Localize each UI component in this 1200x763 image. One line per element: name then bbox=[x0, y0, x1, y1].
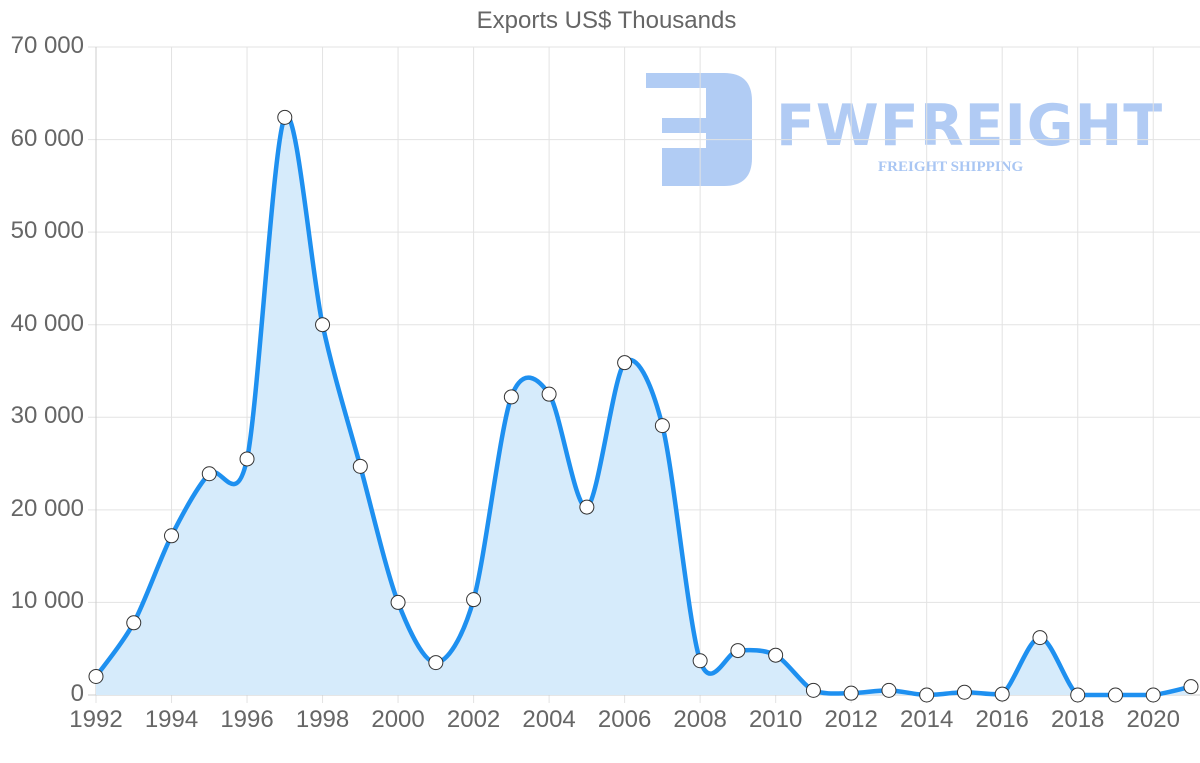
y-tick-label: 20 000 bbox=[10, 494, 84, 522]
x-tick-label: 2016 bbox=[975, 706, 1029, 733]
x-tick-label: 2014 bbox=[899, 706, 954, 733]
x-tick-label: 1998 bbox=[295, 706, 350, 733]
x-tick-label: 2004 bbox=[522, 706, 576, 733]
y-tick-label: 0 bbox=[70, 680, 84, 707]
data-point[interactable] bbox=[994, 686, 1010, 702]
data-point[interactable] bbox=[126, 615, 142, 631]
y-tick-label: 30 000 bbox=[10, 402, 84, 430]
data-point[interactable] bbox=[1183, 679, 1199, 695]
data-point[interactable] bbox=[541, 386, 557, 402]
data-point[interactable] bbox=[503, 389, 519, 405]
y-tick-label: 50 000 bbox=[10, 217, 84, 245]
x-tick-label: 2008 bbox=[673, 706, 727, 733]
data-point[interactable] bbox=[466, 592, 482, 608]
x-tick-label: 2020 bbox=[1126, 706, 1180, 733]
y-tick-label: 60 000 bbox=[10, 124, 84, 152]
data-point[interactable] bbox=[768, 647, 784, 663]
chart-title: Exports US$ Thousands bbox=[476, 7, 737, 34]
y-tick-label: 10 000 bbox=[10, 587, 84, 615]
data-point[interactable] bbox=[919, 687, 935, 703]
x-tick-label: 2018 bbox=[1051, 706, 1105, 733]
x-tick-label: 2002 bbox=[446, 706, 501, 733]
data-point[interactable] bbox=[390, 594, 406, 610]
data-point[interactable] bbox=[805, 682, 821, 698]
x-tick-label: 1996 bbox=[220, 706, 274, 733]
data-point[interactable] bbox=[881, 682, 897, 698]
data-point[interactable] bbox=[654, 418, 670, 434]
y-tick-label: 40 000 bbox=[10, 309, 84, 337]
y-tick-label: 70 000 bbox=[10, 32, 84, 59]
area-fill bbox=[96, 115, 1191, 696]
data-point[interactable] bbox=[1070, 687, 1086, 703]
data-point[interactable] bbox=[352, 458, 368, 474]
data-point[interactable] bbox=[1107, 687, 1123, 703]
data-point[interactable] bbox=[692, 653, 708, 669]
data-point[interactable] bbox=[1032, 630, 1048, 646]
data-point[interactable] bbox=[277, 109, 293, 125]
data-point[interactable] bbox=[579, 499, 595, 515]
x-tick-label: 2006 bbox=[597, 706, 652, 733]
x-tick-label: 2010 bbox=[748, 706, 803, 733]
x-tick-label: 1994 bbox=[144, 706, 199, 733]
data-point[interactable] bbox=[956, 684, 972, 700]
data-point[interactable] bbox=[843, 685, 859, 701]
data-point[interactable] bbox=[730, 643, 746, 659]
data-point[interactable] bbox=[617, 355, 633, 371]
data-point[interactable] bbox=[88, 668, 104, 684]
x-tick-label: 1992 bbox=[69, 706, 123, 733]
data-point[interactable] bbox=[1145, 687, 1161, 703]
data-point[interactable] bbox=[428, 655, 444, 671]
data-point[interactable] bbox=[239, 451, 255, 467]
x-tick-label: 2012 bbox=[824, 706, 878, 733]
data-point[interactable] bbox=[201, 466, 217, 482]
data-point[interactable] bbox=[315, 317, 331, 333]
x-tick-label: 2000 bbox=[371, 706, 425, 733]
data-point[interactable] bbox=[164, 528, 180, 544]
